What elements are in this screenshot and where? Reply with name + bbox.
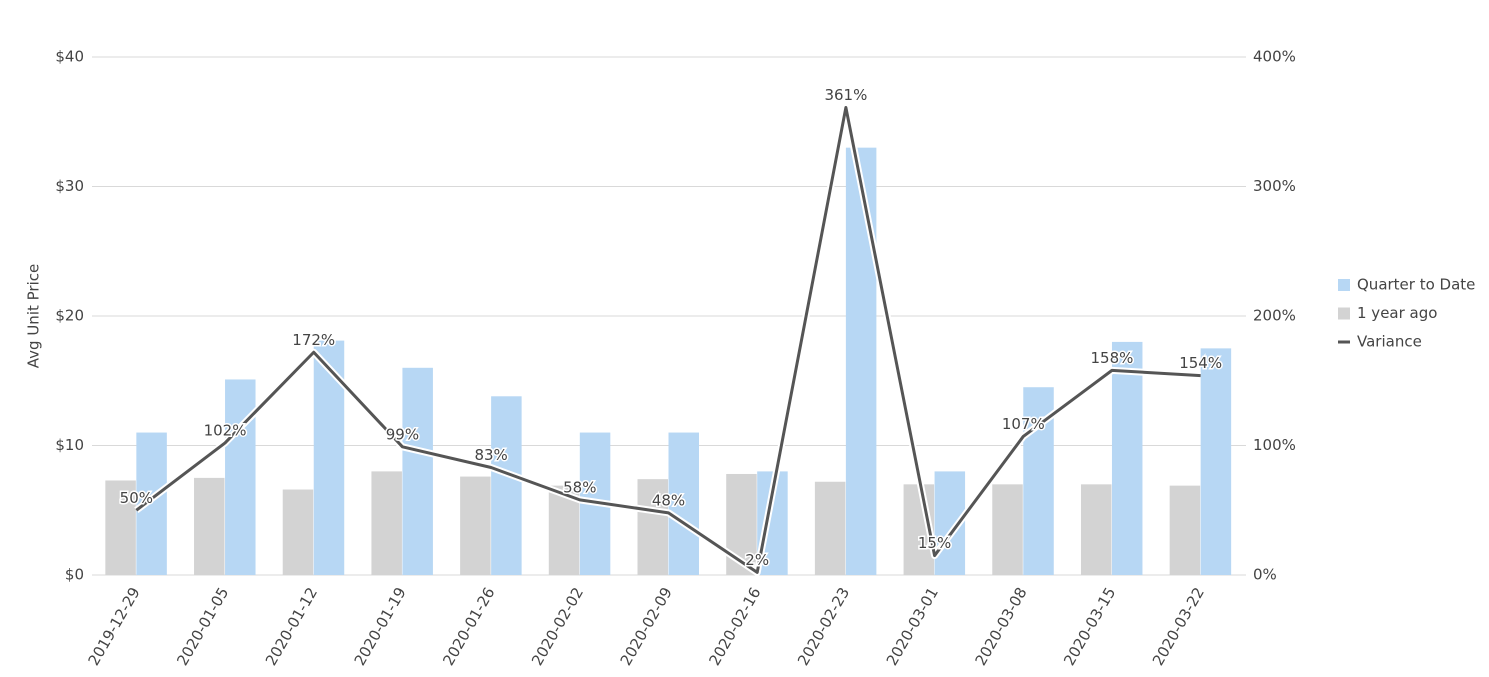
bar [105,480,136,575]
bar [1111,341,1143,575]
bar [1169,485,1201,575]
bar [668,432,699,575]
x-tick-label: 2020-03-15 [1060,584,1119,669]
y2-tick-label: 400% [1253,48,1296,66]
x-tick-label: 2020-02-02 [528,584,587,669]
legend-label: 1 year ago [1357,304,1437,322]
legend-swatch [1338,307,1350,320]
y-tick-label: $0 [65,566,84,584]
y-tick-label: $30 [55,177,84,195]
y2-tick-label: 300% [1253,177,1296,195]
bar [491,396,522,575]
bar [402,367,433,575]
bar [992,484,1023,575]
line [135,106,1201,574]
data-label: 58% [563,478,596,496]
data-label: 107% [1002,415,1045,433]
data-label: 361% [824,86,867,104]
y-tick-label: $20 [55,307,84,325]
y2-tick-label: 100% [1253,436,1296,454]
x-tick-label: 2020-01-12 [262,584,321,669]
bar [845,147,877,575]
x-tick-label: 2020-03-08 [971,584,1030,669]
x-tick-label: 2020-01-26 [439,584,498,669]
data-label: 99% [386,425,419,443]
y-tick-label: $10 [55,436,84,454]
y-tick-label: $40 [55,48,84,66]
bar [194,477,225,575]
y-axis-label: Avg Unit Price [25,264,43,368]
y2-tick-label: 0% [1253,566,1277,584]
bar [1080,484,1112,575]
x-tick-label: 2020-01-19 [351,584,410,669]
bar [371,471,402,575]
bar [637,479,668,575]
x-tick-label: 2020-02-16 [705,584,764,669]
bar [225,379,256,575]
data-label: 158% [1091,349,1134,367]
bar [814,481,846,575]
data-label: 154% [1179,354,1222,372]
y2-tick-label: 200% [1253,307,1296,325]
legend-label: Quarter to Date [1357,276,1475,294]
bar [460,476,491,575]
x-tick-label: 2020-02-23 [794,584,853,669]
legend-swatch [1338,279,1350,291]
bar [282,489,314,575]
data-label: 15% [918,534,951,552]
data-label: 172% [292,331,335,349]
data-label: 102% [204,421,247,439]
legend-label: Variance [1357,333,1422,351]
x-tick-label: 2020-03-22 [1149,584,1208,669]
x-tick-label: 2020-01-05 [173,584,232,669]
x-tick-label: 2019-12-29 [85,584,144,669]
x-tick-label: 2020-03-01 [883,584,942,669]
x-tick-label: 2020-02-09 [617,584,676,669]
data-label: 50% [120,489,153,507]
data-label: 83% [474,446,507,464]
bar [1200,348,1232,575]
data-label: 48% [652,491,685,509]
data-label: 2% [745,551,769,569]
